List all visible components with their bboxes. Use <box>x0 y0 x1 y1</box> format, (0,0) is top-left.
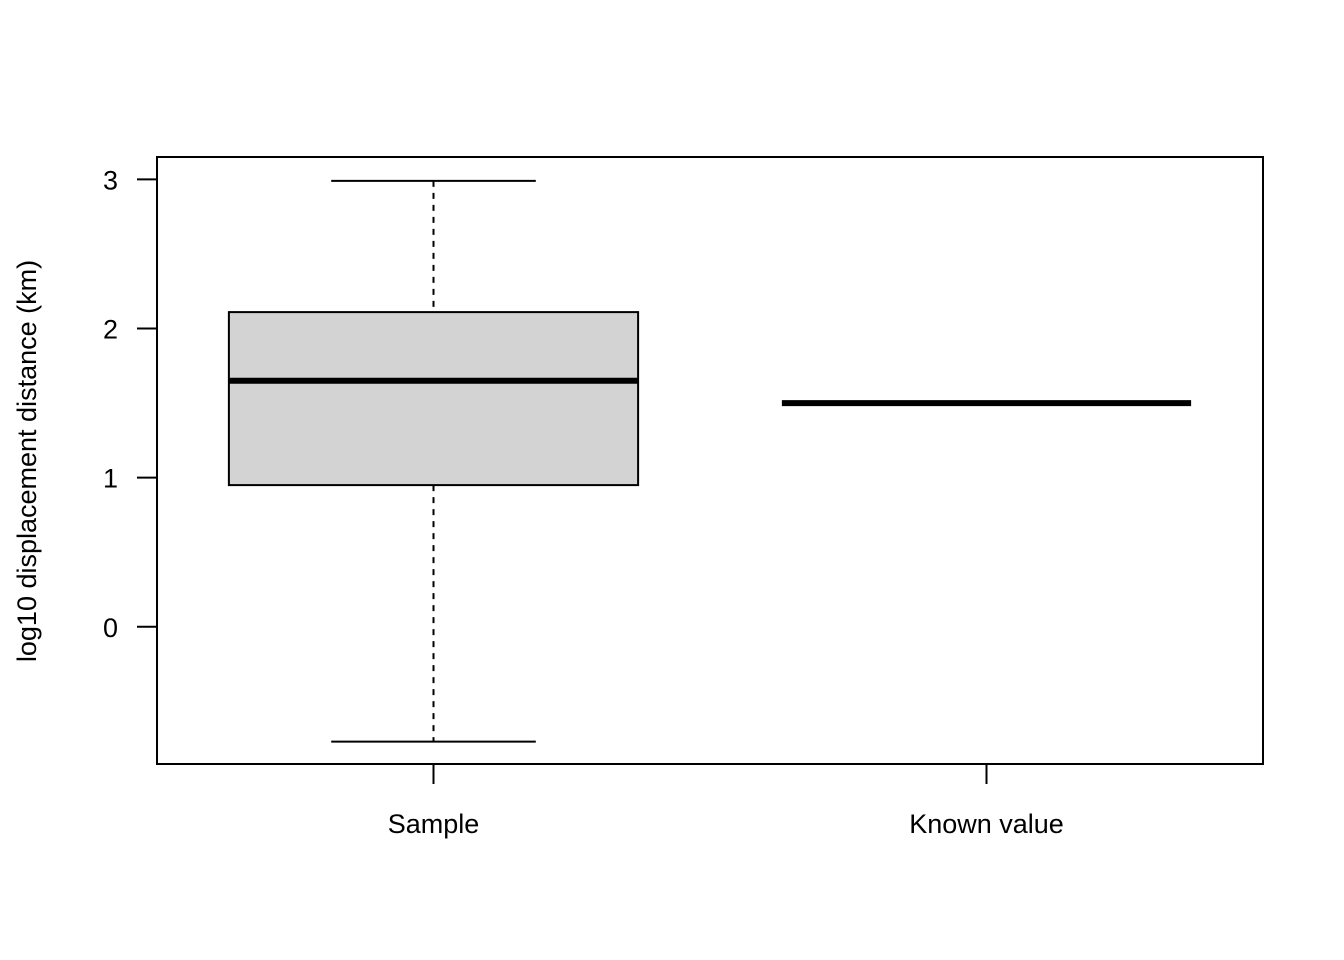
y-axis-title: log10 displacement distance (km) <box>12 260 42 662</box>
y-tick-label: 2 <box>103 315 118 345</box>
box-sample <box>227 179 640 743</box>
box-iqr <box>227 311 640 487</box>
y-axis: 0 1 2 3 <box>103 165 158 643</box>
x-tick-label: Known value <box>909 809 1064 839</box>
boxes <box>227 179 1192 743</box>
y-tick-label: 1 <box>103 464 118 494</box>
x-axis: Sample Known value <box>388 764 1064 839</box>
x-tick-label: Sample <box>388 809 480 839</box>
y-tick-label: 0 <box>103 613 118 643</box>
y-tick-label: 3 <box>103 165 118 195</box>
